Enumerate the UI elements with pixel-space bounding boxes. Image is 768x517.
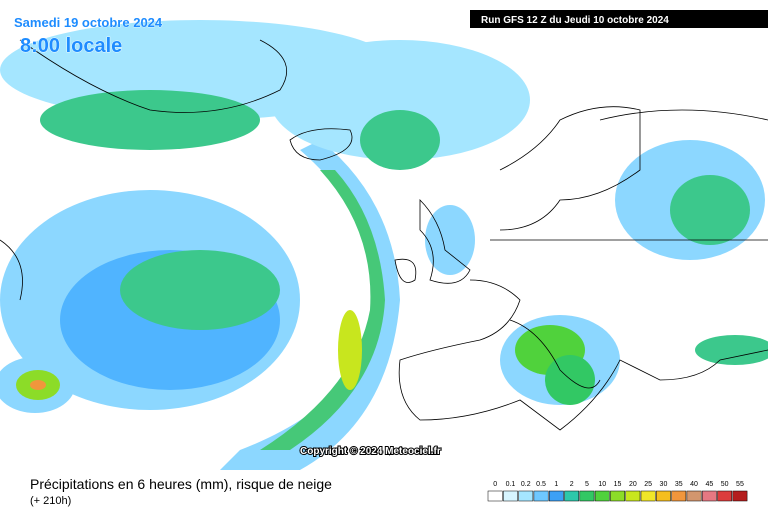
legend-swatch bbox=[594, 490, 610, 502]
legend-swatch bbox=[610, 490, 625, 502]
run-banner bbox=[470, 10, 768, 28]
legend-label: 25 bbox=[644, 481, 652, 488]
legend-swatch bbox=[503, 490, 518, 502]
legend-swatch bbox=[487, 490, 503, 502]
legend-label: 2 bbox=[570, 481, 574, 488]
coastlines bbox=[0, 39, 768, 431]
legend-label: 40 bbox=[690, 481, 698, 488]
footer-lead: (+ 210h) bbox=[30, 495, 71, 507]
legend-swatch bbox=[579, 490, 595, 502]
run-label: Run GFS 12 Z du Jeudi 10 octobre 2024 bbox=[481, 15, 669, 26]
copyright: Copyright © 2024 Meteociel.fr bbox=[300, 446, 441, 457]
footer-title: Précipitations en 6 heures (mm), risque … bbox=[30, 476, 332, 492]
legend-swatch bbox=[656, 490, 671, 502]
legend: 0 0.1 0.2 0.5 1 2 5 10 15 20 25 30 35 40 45 50 55 bbox=[487, 481, 748, 502]
legend-swatch bbox=[732, 490, 748, 502]
legend-label: 0.1 bbox=[506, 481, 516, 488]
legend-swatch bbox=[564, 490, 580, 502]
legend-label: 45 bbox=[705, 481, 713, 488]
legend-swatch bbox=[686, 490, 702, 502]
legend-swatch bbox=[518, 490, 534, 502]
date-label: Samedi 19 octobre 2024 bbox=[14, 15, 163, 30]
legend-label: 1 bbox=[554, 481, 558, 488]
legend-label: 20 bbox=[629, 481, 637, 488]
legend-label: 0.5 bbox=[536, 481, 546, 488]
legend-swatch bbox=[701, 490, 717, 502]
legend-swatch bbox=[640, 490, 656, 502]
precipitation-field bbox=[0, 20, 768, 470]
legend-label: 50 bbox=[721, 481, 729, 488]
legend-label: 55 bbox=[736, 481, 744, 488]
legend-swatch bbox=[625, 490, 641, 502]
legend-label: 35 bbox=[675, 481, 683, 488]
legend-swatch bbox=[533, 490, 549, 502]
legend-label: 5 bbox=[585, 481, 589, 488]
legend-label: 15 bbox=[614, 481, 622, 488]
legend-swatch bbox=[671, 490, 687, 502]
legend-label: 0.2 bbox=[521, 481, 531, 488]
legend-swatch bbox=[548, 490, 564, 502]
legend-swatch bbox=[717, 490, 733, 502]
legend-label: 10 bbox=[598, 481, 606, 488]
legend-label: 30 bbox=[660, 481, 668, 488]
time-label: 8:00 locale bbox=[20, 35, 122, 57]
legend-label: 0 bbox=[493, 481, 497, 488]
